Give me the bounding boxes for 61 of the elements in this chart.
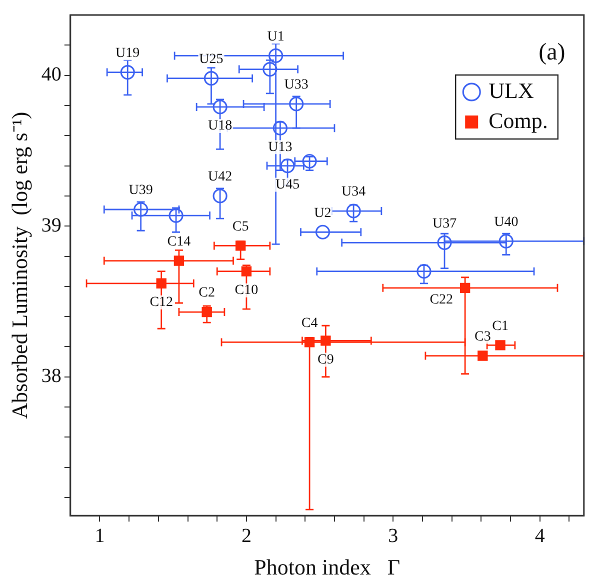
x-tick-label: 3 bbox=[388, 524, 398, 547]
annotation: U45 bbox=[275, 177, 300, 192]
point bbox=[174, 256, 184, 266]
point bbox=[212, 100, 228, 114]
point bbox=[478, 350, 488, 361]
annotation: C10 bbox=[234, 283, 258, 298]
annotation: C14 bbox=[167, 234, 191, 250]
annotation: U25 bbox=[199, 52, 224, 67]
annotation: (a) bbox=[538, 39, 566, 66]
point bbox=[498, 234, 514, 248]
annotation: C5 bbox=[232, 219, 249, 234]
annotation: U37 bbox=[432, 216, 457, 232]
point bbox=[272, 120, 288, 136]
point bbox=[346, 204, 361, 218]
y-tick-label: 38 bbox=[41, 365, 62, 388]
annotation: U2 bbox=[314, 206, 332, 221]
x-axis-title: Photon index Γ bbox=[254, 554, 400, 580]
annotation: U1 bbox=[267, 29, 284, 44]
legend-label: Comp. bbox=[488, 108, 548, 133]
point bbox=[204, 71, 219, 86]
annotation: C4 bbox=[301, 316, 318, 331]
annotation: C3 bbox=[474, 329, 491, 344]
annotation: C12 bbox=[150, 295, 174, 310]
legend-label: ULX bbox=[488, 78, 534, 103]
y-tick-label: 40 bbox=[41, 64, 62, 86]
point bbox=[495, 340, 506, 350]
point bbox=[304, 337, 315, 348]
annotation: U39 bbox=[128, 183, 153, 198]
point bbox=[202, 306, 212, 318]
point bbox=[289, 96, 304, 112]
point bbox=[280, 158, 295, 174]
point bbox=[134, 202, 148, 217]
point bbox=[268, 48, 284, 64]
annotation: C9 bbox=[318, 352, 334, 368]
point bbox=[416, 264, 432, 279]
point bbox=[156, 278, 166, 288]
annotation: C22 bbox=[430, 292, 454, 308]
point bbox=[235, 240, 246, 251]
point bbox=[212, 188, 228, 204]
y-axis-title: Absorbed Luminosity (log erg s⁻¹) bbox=[6, 112, 32, 419]
annotation: U42 bbox=[208, 170, 232, 185]
annotation: U40 bbox=[494, 214, 518, 230]
annotation: C2 bbox=[198, 286, 216, 301]
x-tick-label: 2 bbox=[241, 524, 252, 547]
x-tick-label: 1 bbox=[94, 524, 105, 547]
point bbox=[315, 224, 330, 240]
point bbox=[460, 282, 470, 294]
annotation: U13 bbox=[268, 140, 292, 155]
x-tick-label: 4 bbox=[534, 524, 545, 547]
point bbox=[320, 336, 331, 346]
point bbox=[437, 235, 452, 250]
annotation: U19 bbox=[116, 46, 140, 61]
point bbox=[262, 62, 278, 77]
y-tick-label: 39 bbox=[41, 214, 62, 236]
annotation: U18 bbox=[208, 118, 232, 134]
annotation: U33 bbox=[284, 78, 308, 93]
annotation: C1 bbox=[492, 318, 508, 334]
point bbox=[120, 65, 135, 80]
point bbox=[168, 208, 184, 223]
annotation: U34 bbox=[341, 184, 366, 200]
point bbox=[241, 266, 252, 276]
